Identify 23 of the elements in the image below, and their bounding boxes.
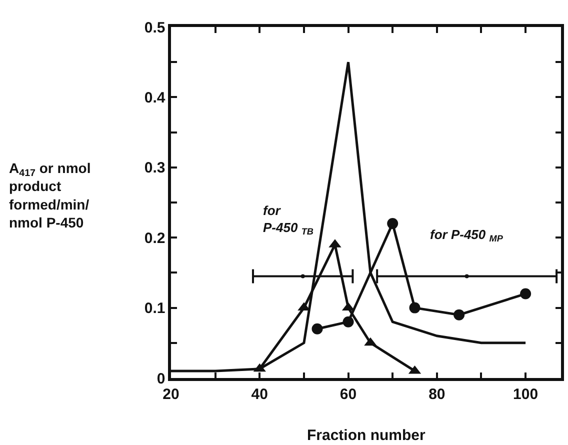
y-tick-label: 0.5 [144, 19, 166, 36]
annotation: for P-450 $_{TB}$ [263, 203, 314, 237]
x-tick-label: 100 [513, 386, 538, 403]
point [464, 274, 469, 278]
annotation: for P-450 $_{MP}$ [430, 227, 504, 244]
point [312, 323, 323, 334]
y-axis-title: A$_{417}$ or nmol product formed/min/ nmol P-450 [9, 160, 91, 231]
point [342, 316, 354, 328]
point [387, 218, 398, 230]
x-tick-label: 40 [251, 386, 268, 403]
x-axis-title: Fraction number [307, 427, 426, 444]
point [409, 302, 420, 314]
y-tick-label: 0.4 [144, 89, 166, 106]
x-tick-label: 80 [428, 386, 446, 403]
point [520, 288, 532, 300]
y-tick-label: 0.1 [144, 300, 166, 318]
x-tick-label: 20 [162, 386, 180, 403]
y-tick-label: 0.2 [144, 230, 166, 247]
y-tick-label: 0.3 [144, 160, 166, 177]
x-tick-label: 60 [340, 386, 357, 403]
y-tick-label: 0 [156, 370, 166, 388]
point [300, 274, 305, 278]
point [454, 309, 465, 320]
